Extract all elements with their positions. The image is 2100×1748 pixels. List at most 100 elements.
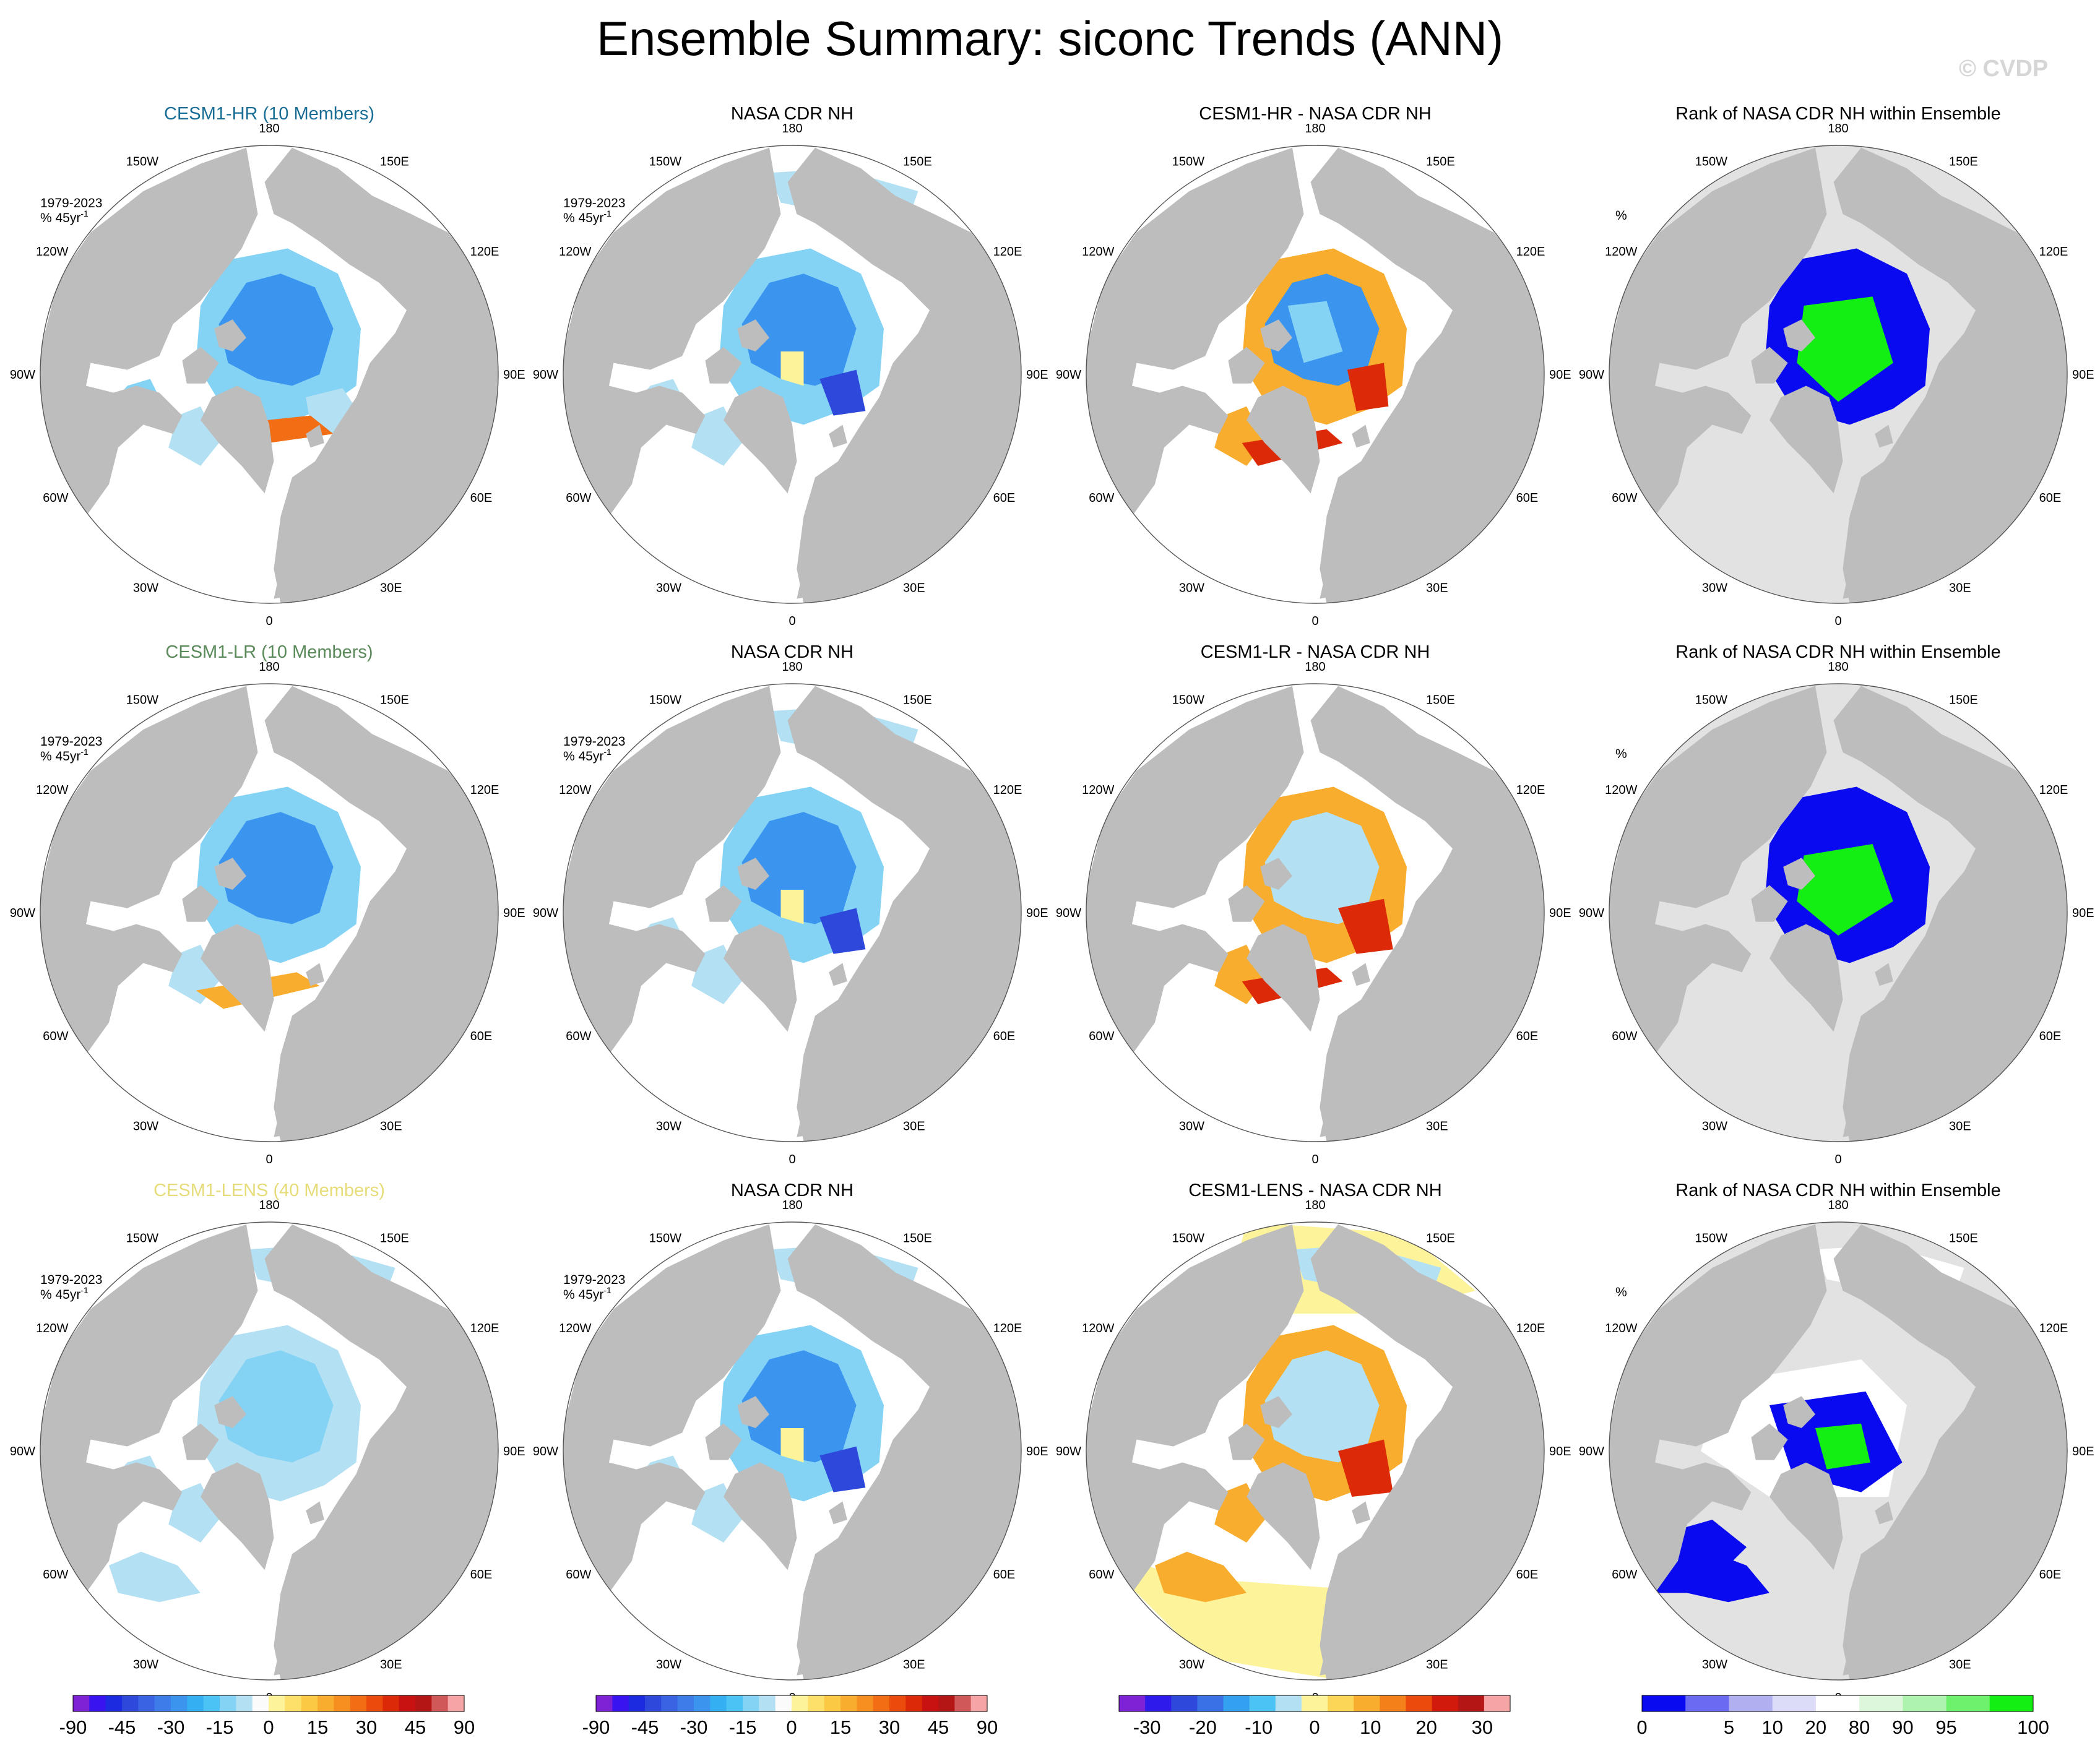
longitude-label: 0 <box>1311 614 1318 628</box>
longitude-label: 150E <box>903 693 932 707</box>
panel-title: CESM1-LR - NASA CDR NH <box>1201 642 1430 662</box>
colorbar-tick-label: -20 <box>1189 1716 1217 1738</box>
land-mass <box>1843 1588 1889 1676</box>
longitude-label: 150W <box>1172 1231 1204 1245</box>
colorbar-swatch <box>954 1695 972 1711</box>
longitude-label: 150E <box>903 1231 932 1245</box>
map-panel-r1-c2 <box>563 145 1022 604</box>
map-panel-r2-c3 <box>1086 683 1545 1142</box>
units-label: % <box>1615 1285 1627 1299</box>
land-mass <box>1783 319 1815 351</box>
trend-region <box>741 1350 857 1463</box>
period-label: 1979-2023 <box>563 1273 625 1287</box>
colorbar-swatch <box>661 1695 678 1711</box>
longitude-label: 150W <box>1172 155 1204 168</box>
land-mass <box>1769 1462 1843 1570</box>
trend-region <box>109 1551 201 1603</box>
longitude-label: 150W <box>649 155 681 168</box>
land-mass <box>787 686 1021 1142</box>
longitude-label: 60W <box>566 1030 591 1043</box>
land-mass <box>737 1396 769 1428</box>
land-mass <box>787 147 1021 603</box>
colorbar-swatch <box>905 1695 923 1711</box>
longitude-label: 30E <box>1426 1120 1448 1134</box>
land-mass <box>705 885 742 922</box>
longitude-label: 150W <box>1695 693 1727 707</box>
longitude-label: 60E <box>993 491 1016 505</box>
map-boundary <box>1609 145 2068 604</box>
colorbar-swatch <box>269 1695 285 1711</box>
colorbar-swatch <box>1484 1695 1511 1711</box>
longitude-label: 60W <box>43 1030 68 1043</box>
land-mass <box>1875 424 1893 448</box>
colorbar-swatch <box>252 1695 269 1711</box>
colorbar-swatch <box>873 1695 890 1711</box>
longitude-label: 120W <box>36 245 68 259</box>
colorbar-tick-label: 20 <box>1415 1716 1437 1738</box>
land-mass <box>1916 958 1944 1009</box>
land-mass <box>724 385 797 494</box>
panel-title: NASA CDR NH <box>731 1181 853 1200</box>
longitude-label: 120W <box>559 245 591 259</box>
longitude-label: 30E <box>380 1658 402 1672</box>
longitude-label: 150E <box>380 1231 409 1245</box>
longitude-label: 30E <box>903 1120 925 1134</box>
land-mass <box>1247 1462 1320 1570</box>
land-mass <box>797 1588 843 1676</box>
longitude-label: 120W <box>1605 1322 1637 1335</box>
longitude-label: 120W <box>559 1322 591 1335</box>
colorbar-tick-label: -15 <box>206 1716 234 1738</box>
colorbar-trend-col1 <box>72 1695 465 1712</box>
longitude-label: 90E <box>503 368 525 382</box>
land-mass <box>1260 858 1292 890</box>
map-boundary <box>40 683 499 1142</box>
longitude-label: 120W <box>1082 245 1114 259</box>
land-mass <box>182 347 219 384</box>
colorbar-tick-label: 0 <box>263 1716 274 1738</box>
land-mass <box>306 963 324 986</box>
longitude-label: 60W <box>1612 491 1637 505</box>
colorbar-swatch <box>399 1695 416 1711</box>
land-mass <box>214 858 246 890</box>
longitude-label: 0 <box>266 1153 272 1166</box>
colorbar-swatch <box>1458 1695 1485 1711</box>
longitude-label: 90W <box>533 1445 558 1458</box>
longitude-label: 150E <box>380 155 409 168</box>
longitude-label: 120E <box>2039 783 2068 797</box>
longitude-label: 150W <box>1695 1231 1727 1245</box>
trend-region <box>819 369 866 416</box>
longitude-label: 150W <box>1172 693 1204 707</box>
land-mass <box>724 1462 797 1570</box>
colorbar-tick-label: 0 <box>1309 1716 1320 1738</box>
longitude-label: 60W <box>1612 1568 1637 1582</box>
colorbar-trend-col2 <box>595 1695 988 1712</box>
map-boundary <box>563 683 1022 1142</box>
colorbar-tick-label: 100 <box>2017 1716 2049 1738</box>
map-boundary <box>1609 1221 2068 1681</box>
longitude-label: 0 <box>789 614 795 628</box>
land-mass <box>1843 1050 1889 1137</box>
trend-region <box>218 273 334 386</box>
map-content <box>40 145 498 603</box>
map-content <box>40 1222 498 1680</box>
colorbar-swatch <box>824 1695 841 1711</box>
land-mass <box>1833 147 2067 603</box>
map-panel-r3-c3 <box>1086 1221 1545 1681</box>
land-mass <box>1843 512 1889 599</box>
colorbar-swatch <box>970 1695 988 1711</box>
land-mass <box>1833 686 2067 1142</box>
colorbar-tick-label: 15 <box>830 1716 851 1738</box>
trend-region <box>218 812 334 924</box>
longitude-label: 120W <box>1605 783 1637 797</box>
longitude-label: 30E <box>903 582 925 595</box>
land-mass <box>829 1501 847 1525</box>
longitude-label: 180 <box>259 660 279 674</box>
longitude-label: 60W <box>1089 491 1114 505</box>
colorbar-tick-label: 0 <box>1636 1716 1647 1738</box>
land-mass <box>1320 1588 1366 1676</box>
colorbar-swatch <box>203 1695 220 1711</box>
colorbar-frame <box>72 1695 465 1712</box>
trend-region <box>819 908 866 954</box>
longitude-label: 90W <box>10 1445 35 1458</box>
colorbar-tick-label: 30 <box>879 1716 900 1738</box>
